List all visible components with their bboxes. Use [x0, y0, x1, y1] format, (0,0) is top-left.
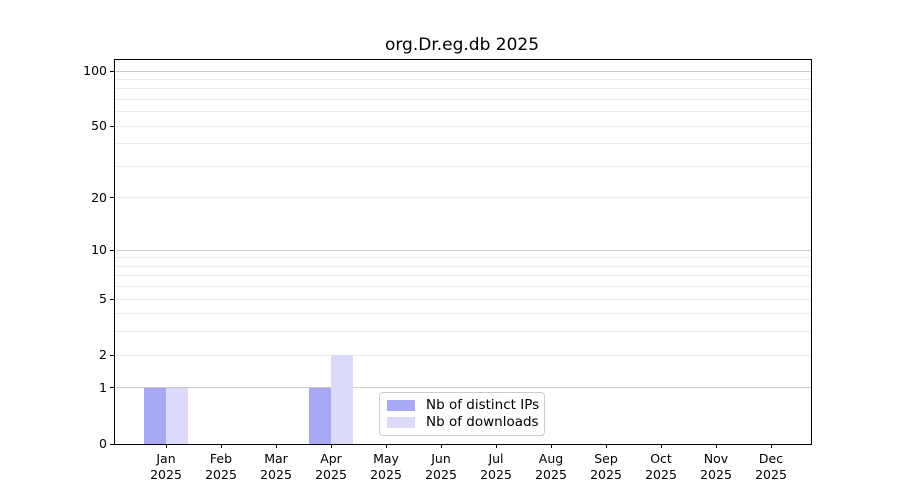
- gridline-minor: [115, 298, 811, 300]
- x-axis-tick-label: Apr 2025: [315, 451, 347, 482]
- x-axis-tick-mark: [550, 444, 552, 448]
- x-axis-tick-label: Dec 2025: [755, 451, 787, 482]
- x-axis-tick-mark: [330, 444, 332, 448]
- y-axis-tick-label: 0: [99, 436, 107, 451]
- gridline-minor: [115, 111, 811, 113]
- gridline-minor: [115, 143, 811, 145]
- x-axis-tick-label: Nov 2025: [700, 451, 732, 482]
- y-axis-tick-mark: [110, 125, 114, 127]
- x-axis-tick-mark: [715, 444, 717, 448]
- y-axis-tick-label: 10: [91, 242, 107, 258]
- y-axis-tick-mark: [110, 387, 114, 389]
- x-axis-tick-mark: [660, 444, 662, 448]
- legend-item: Nb of downloads: [387, 414, 539, 431]
- y-axis-tick-mark: [110, 298, 114, 300]
- gridline-minor: [115, 286, 811, 288]
- y-axis-tick-label: 100: [83, 63, 107, 78]
- x-axis-tick-label: Sep 2025: [590, 451, 622, 482]
- bar-downloads: [331, 355, 353, 444]
- x-axis-tick-mark: [770, 444, 772, 448]
- y-axis-tick-label: 50: [91, 118, 107, 134]
- gridline-minor: [115, 275, 811, 277]
- y-axis-tick-mark: [110, 197, 114, 199]
- gridline-minor: [115, 331, 811, 333]
- gridline-minor: [115, 125, 811, 127]
- gridline-minor: [115, 165, 811, 167]
- y-axis-tick-mark: [110, 443, 114, 445]
- x-axis-tick-mark: [605, 444, 607, 448]
- y-axis-tick-label: 5: [99, 291, 107, 307]
- gridline-minor: [115, 257, 811, 259]
- gridline-minor: [115, 313, 811, 315]
- gridline-minor: [115, 78, 811, 80]
- gridline-minor: [115, 354, 811, 356]
- legend-label: Nb of distinct IPs: [426, 397, 540, 413]
- chart-title: org.Dr.eg.db 2025: [384, 35, 540, 55]
- x-axis-tick-mark: [165, 444, 167, 448]
- x-axis-tick-label: Jun 2025: [425, 451, 457, 482]
- x-axis-tick-label: Aug 2025: [535, 451, 567, 482]
- x-axis-tick-mark: [385, 444, 387, 448]
- y-axis-tick-mark: [110, 249, 114, 251]
- bar-downloads: [166, 387, 188, 444]
- y-axis-tick-label: 20: [91, 189, 107, 205]
- x-axis-tick-label: Jan 2025: [150, 451, 182, 482]
- legend: Nb of distinct IPs Nb of downloads: [379, 392, 545, 436]
- x-axis-tick-label: Feb 2025: [205, 451, 237, 482]
- gridline-major: [115, 70, 811, 72]
- legend-swatch: [387, 417, 415, 428]
- gridline-major: [115, 249, 811, 251]
- y-axis-tick-mark: [110, 70, 114, 72]
- x-axis-tick-label: Oct 2025: [645, 451, 677, 482]
- x-axis-tick-mark: [440, 444, 442, 448]
- gridline-major: [115, 387, 811, 389]
- bar-distinct-ips: [144, 387, 166, 444]
- legend-swatch: [387, 400, 415, 411]
- plot-area: 0 1 2 5 10 20 50 100 Jan 2025 Feb 2025 Mar 2025 Apr…: [83, 59, 812, 482]
- gridline-minor: [115, 197, 811, 199]
- y-axis-tick-label: 1: [99, 379, 107, 395]
- legend-item: Nb of distinct IPs: [387, 397, 540, 414]
- legend-label: Nb of downloads: [426, 414, 539, 430]
- x-axis-tick-mark: [495, 444, 497, 448]
- y-axis-tick-label: 2: [99, 347, 107, 363]
- gridline-minor: [115, 265, 811, 267]
- y-axis-tick-mark: [110, 354, 114, 356]
- gridline-minor: [115, 98, 811, 100]
- bar-distinct-ips: [309, 387, 331, 444]
- x-axis-tick-label: Mar 2025: [260, 451, 292, 482]
- gridline-minor: [115, 88, 811, 90]
- x-axis-tick-mark: [220, 444, 222, 448]
- x-axis-tick-label: Jul 2025: [480, 451, 512, 482]
- x-axis-tick-mark: [275, 444, 277, 448]
- x-axis-tick-label: May 2025: [370, 451, 402, 482]
